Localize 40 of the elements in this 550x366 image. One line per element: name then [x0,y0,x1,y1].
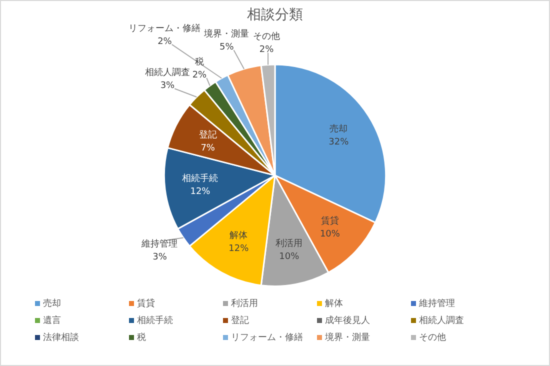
slice-label: 境界・測量 [203,28,250,40]
slice-label: 相続人調査 [144,66,190,78]
data-label: 2% [158,36,172,47]
legend-label: 利活用 [231,298,258,310]
data-label: 2% [259,45,274,56]
slice-label: リフォーム・修繕 [128,22,201,34]
slice-label: 売却 [330,123,348,134]
slice-label: その他 [253,31,280,42]
legend-label: 賃貸 [137,298,155,310]
data-label: 2% [192,70,208,80]
legend-label: 登記 [231,314,249,327]
legend-label: 相続人調査 [419,314,464,327]
slice-label: 相続手続 [182,173,218,184]
chart-title: 相談分類 [247,7,303,24]
data-label: 5% [219,42,234,52]
data-label: 32% [328,137,350,148]
legend-label: リフォーム・修繕 [231,332,303,344]
slice-label: 利活用 [276,238,303,249]
slice-label: 維持管理 [140,238,178,250]
slice-label: 登記 [198,130,217,141]
slice-label: 賃貸 [320,215,339,226]
legend-label: 解体 [325,298,343,310]
data-label: 12% [190,187,211,198]
legend-label: その他 [419,332,446,344]
data-label: 12% [228,244,250,254]
legend-label: 成年後見人 [325,314,370,327]
legend-label: 税 [137,332,146,344]
slice-label: 解体 [230,230,248,241]
data-label: 3% [160,80,176,91]
legend-label: 境界・測量 [325,332,370,344]
legend-label: 遺言 [43,314,61,327]
legend-label: 相続手続 [137,314,173,327]
legend-label: 法律相談 [43,332,79,344]
legend-label: 維持管理 [419,298,455,310]
legend-label: 売却 [43,298,61,310]
data-label: 10% [279,252,300,262]
slice-label: 税 [194,56,204,68]
data-label: 10% [320,229,340,240]
data-label: 3% [152,252,168,262]
data-label: 7% [200,144,216,154]
